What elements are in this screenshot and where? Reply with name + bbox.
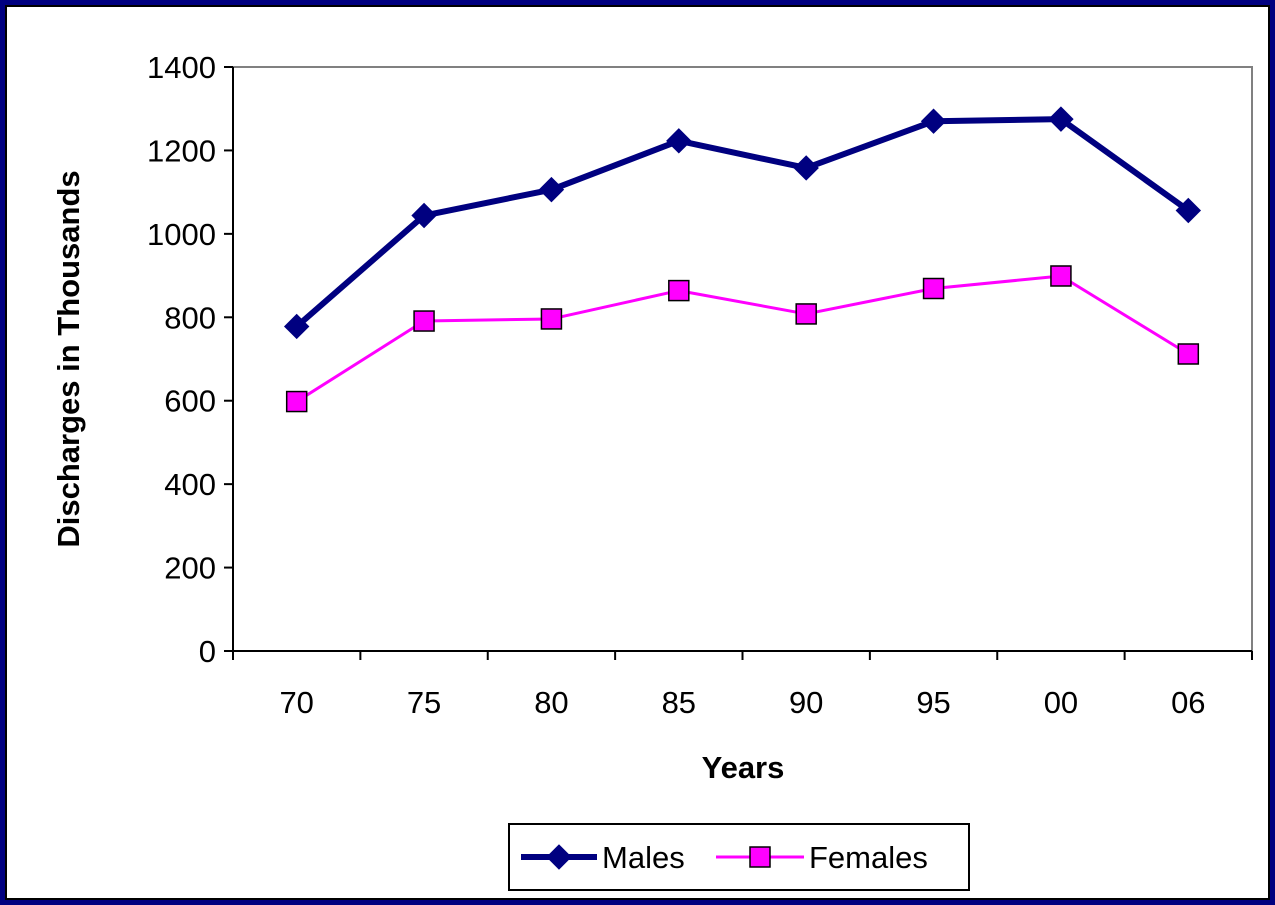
- females-point: [413, 310, 435, 332]
- females-point: [540, 308, 563, 330]
- y-tick-label: 0: [199, 634, 216, 669]
- males-point: [1048, 106, 1074, 132]
- plot-area: [232, 66, 1253, 652]
- males-point: [283, 313, 310, 340]
- ticks: [224, 66, 1253, 660]
- males-point: [793, 155, 819, 181]
- males-line: [294, 116, 1191, 329]
- legend-item-females: Females: [716, 840, 928, 875]
- x-tick-label: 95: [916, 685, 950, 720]
- legend-marker: [749, 846, 771, 868]
- x-tick-label: 75: [407, 685, 441, 720]
- y-tick-label: 1200: [147, 133, 216, 168]
- y-tick-label: 1400: [147, 50, 216, 85]
- legend: Males Females: [508, 823, 970, 891]
- females-point: [922, 277, 945, 300]
- y-tick-label: 400: [164, 467, 216, 502]
- axes: [232, 66, 1253, 652]
- females-line: [295, 274, 1190, 403]
- legend-label: Females: [809, 840, 928, 875]
- x-tick-label: 70: [279, 685, 313, 720]
- males-point: [538, 176, 565, 203]
- x-tick-label: 85: [662, 685, 696, 720]
- y-tick-label: 200: [164, 551, 216, 586]
- tick-labels: 0 200 400 600 800 1000 1200 1400 70 75 80 85 90 95 00 0…: [147, 50, 1206, 720]
- females-point: [1177, 343, 1200, 365]
- females-point: [285, 390, 308, 413]
- series-females: [285, 265, 1200, 413]
- x-axis-title: Years: [702, 750, 785, 785]
- y-tick-label: 600: [164, 384, 216, 419]
- x-tick-label: 00: [1044, 685, 1078, 720]
- y-tick-label: 1000: [147, 217, 216, 252]
- females-point: [1050, 265, 1072, 287]
- legend-item-males: Males: [521, 840, 685, 875]
- x-tick-label: 90: [789, 685, 823, 720]
- legend-marker: [546, 844, 572, 870]
- males-point: [666, 128, 692, 154]
- y-axis-title: Discharges in Thousands: [51, 170, 86, 547]
- females-point: [795, 303, 817, 325]
- x-tick-label: 06: [1171, 685, 1205, 720]
- males-point: [920, 108, 947, 134]
- series-males: [283, 106, 1202, 340]
- males-point: [1175, 197, 1202, 224]
- x-tick-label: 80: [534, 685, 568, 720]
- males-point: [411, 202, 437, 229]
- legend-label: Males: [602, 840, 685, 875]
- females-point: [668, 279, 690, 302]
- series-layer: [283, 106, 1202, 413]
- y-tick-label: 800: [164, 300, 216, 335]
